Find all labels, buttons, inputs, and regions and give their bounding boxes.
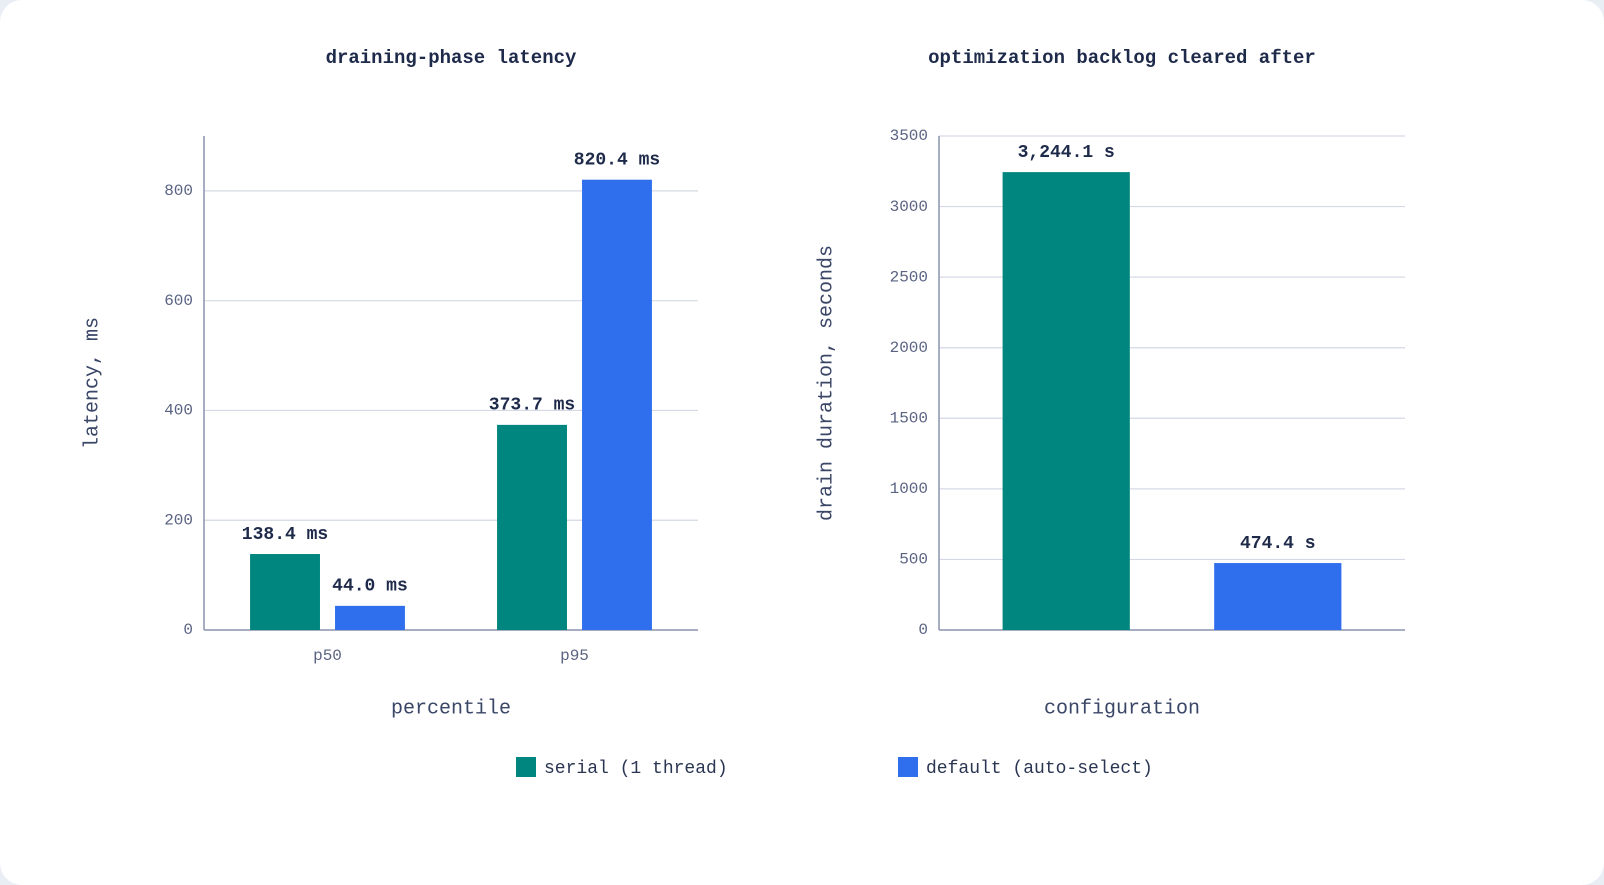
y-tick-label: 2500 <box>890 268 928 286</box>
y-tick-label: 1000 <box>890 480 928 498</box>
y-tick-label: 600 <box>164 292 193 310</box>
value-label: 3,244.1 s <box>1018 143 1115 163</box>
legend-swatch <box>516 757 536 777</box>
bar <box>1002 172 1130 630</box>
value-label: 44.0 ms <box>332 577 408 597</box>
y-axis-title: latency, ms <box>81 317 104 449</box>
value-label: 820.4 ms <box>574 150 660 170</box>
y-axis-title: drain duration, seconds <box>815 245 838 521</box>
y-tick-label: 200 <box>164 511 193 529</box>
x-axis-title: configuration <box>1044 697 1200 720</box>
y-tick-label: 3500 <box>890 127 928 145</box>
value-label: 474.4 s <box>1240 534 1316 554</box>
y-tick-label: 800 <box>164 182 193 200</box>
y-tick-label: 500 <box>899 551 928 569</box>
bar <box>582 179 652 630</box>
bar <box>335 605 405 630</box>
y-tick-label: 2000 <box>890 339 928 357</box>
x-axis-title: percentile <box>391 697 511 720</box>
bar <box>1214 563 1342 630</box>
legend-swatch <box>898 757 918 777</box>
y-tick-label: 1500 <box>890 410 928 428</box>
x-tick-label: p50 <box>313 647 342 665</box>
chart-title: draining-phase latency <box>326 47 577 69</box>
chart-title: optimization backlog cleared after <box>928 47 1316 69</box>
bar <box>250 554 320 630</box>
y-tick-label: 400 <box>164 402 193 420</box>
value-label: 373.7 ms <box>489 396 575 416</box>
y-tick-label: 3000 <box>890 198 928 216</box>
bar <box>497 424 567 630</box>
y-tick-label: 0 <box>918 621 928 639</box>
legend-label: default (auto-select) <box>926 759 1153 779</box>
legend-label: serial (1 thread) <box>544 759 728 779</box>
value-label: 138.4 ms <box>242 525 328 545</box>
x-tick-label: p95 <box>560 647 589 665</box>
y-tick-label: 0 <box>183 621 193 639</box>
